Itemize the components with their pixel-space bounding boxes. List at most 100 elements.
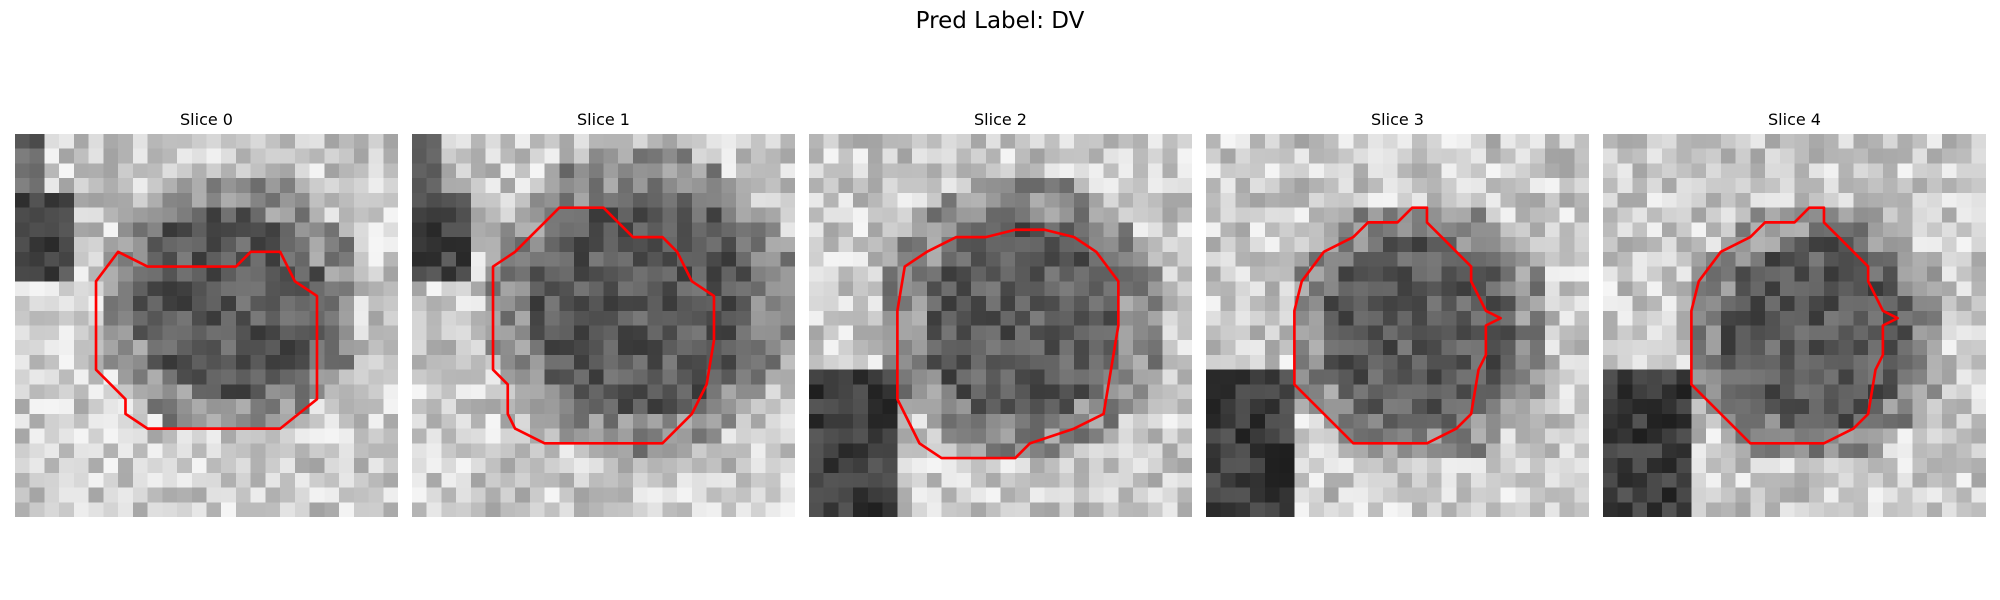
pixel [1897, 472, 1913, 488]
pixel [1177, 458, 1192, 474]
pixel [823, 207, 839, 223]
pixel [1544, 487, 1560, 503]
pixel [147, 502, 163, 517]
pixel [1750, 325, 1766, 341]
pixel [324, 310, 340, 326]
pixel [88, 178, 104, 194]
pixel [941, 458, 957, 474]
pixel [1397, 399, 1413, 415]
pixel [1823, 207, 1839, 223]
pixel [1559, 472, 1575, 488]
pixel [1015, 237, 1031, 253]
pixel [44, 310, 60, 326]
pixel [1368, 428, 1384, 444]
pixel [1029, 472, 1045, 488]
pixel [15, 296, 31, 312]
pixel [88, 399, 104, 415]
pixel [1235, 222, 1251, 238]
pixel [1927, 178, 1943, 194]
pixel [1765, 178, 1781, 194]
pixel [823, 354, 839, 370]
pixel [1853, 134, 1869, 150]
pixel [691, 354, 707, 370]
pixel [1426, 281, 1442, 297]
pixel [368, 384, 384, 400]
pixel [1823, 502, 1839, 517]
pixel [912, 178, 928, 194]
pixel [721, 413, 737, 429]
pixel [882, 266, 898, 282]
pixel [926, 458, 942, 474]
pixel [353, 207, 369, 223]
pixel [691, 296, 707, 312]
pixel [221, 178, 237, 194]
pixel [441, 384, 457, 400]
pixel [368, 310, 384, 326]
pixel [1515, 207, 1531, 223]
pixel [250, 340, 266, 356]
pixel [1632, 192, 1648, 208]
pixel [1617, 458, 1633, 474]
pixel [1632, 310, 1648, 326]
pixel [103, 310, 119, 326]
pixel [838, 472, 854, 488]
pixel [1029, 192, 1045, 208]
pixel [294, 384, 310, 400]
pixel [618, 296, 634, 312]
pixel [603, 458, 619, 474]
pixel [809, 237, 825, 253]
pixel [470, 502, 486, 517]
pixel [544, 266, 560, 282]
pixel [632, 354, 648, 370]
pixel [1044, 502, 1060, 517]
pixel [706, 266, 722, 282]
pixel [1323, 502, 1339, 517]
pixel [1500, 148, 1516, 164]
pixel [1338, 310, 1354, 326]
pixel [1838, 428, 1854, 444]
pixel [1118, 428, 1134, 444]
pixel [324, 251, 340, 267]
pixel [1853, 296, 1869, 312]
pixel [1515, 325, 1531, 341]
pixel [882, 428, 898, 444]
pixel [1279, 163, 1295, 179]
pixel [383, 251, 398, 267]
pixel [721, 369, 737, 385]
pixel [632, 296, 648, 312]
pixel [780, 237, 795, 253]
pixel [1029, 296, 1045, 312]
pixel [867, 163, 883, 179]
pixel [1691, 458, 1707, 474]
pixel [221, 134, 237, 150]
pixel [118, 266, 134, 282]
pixel [515, 192, 531, 208]
pixel [912, 340, 928, 356]
pixel [1941, 487, 1957, 503]
pixel [1294, 443, 1310, 459]
pixel [1015, 296, 1031, 312]
pixel [1074, 134, 1090, 150]
pixel [1882, 384, 1898, 400]
pixel [1353, 296, 1369, 312]
pixel [1530, 502, 1546, 517]
pixel [103, 472, 119, 488]
pixel [1676, 207, 1692, 223]
pixel [515, 413, 531, 429]
pixel [1471, 340, 1487, 356]
pixel [1720, 222, 1736, 238]
pixel [235, 192, 251, 208]
pixel [706, 222, 722, 238]
pixel [1838, 207, 1854, 223]
pixel [59, 458, 75, 474]
pixel [647, 487, 663, 503]
pixel [956, 237, 972, 253]
pixel [897, 296, 913, 312]
pixel [559, 163, 575, 179]
pixel [1294, 458, 1310, 474]
pixel [1882, 399, 1898, 415]
pixel [736, 413, 752, 429]
pixel [1353, 502, 1369, 517]
pixel [221, 369, 237, 385]
pixel [1074, 325, 1090, 341]
